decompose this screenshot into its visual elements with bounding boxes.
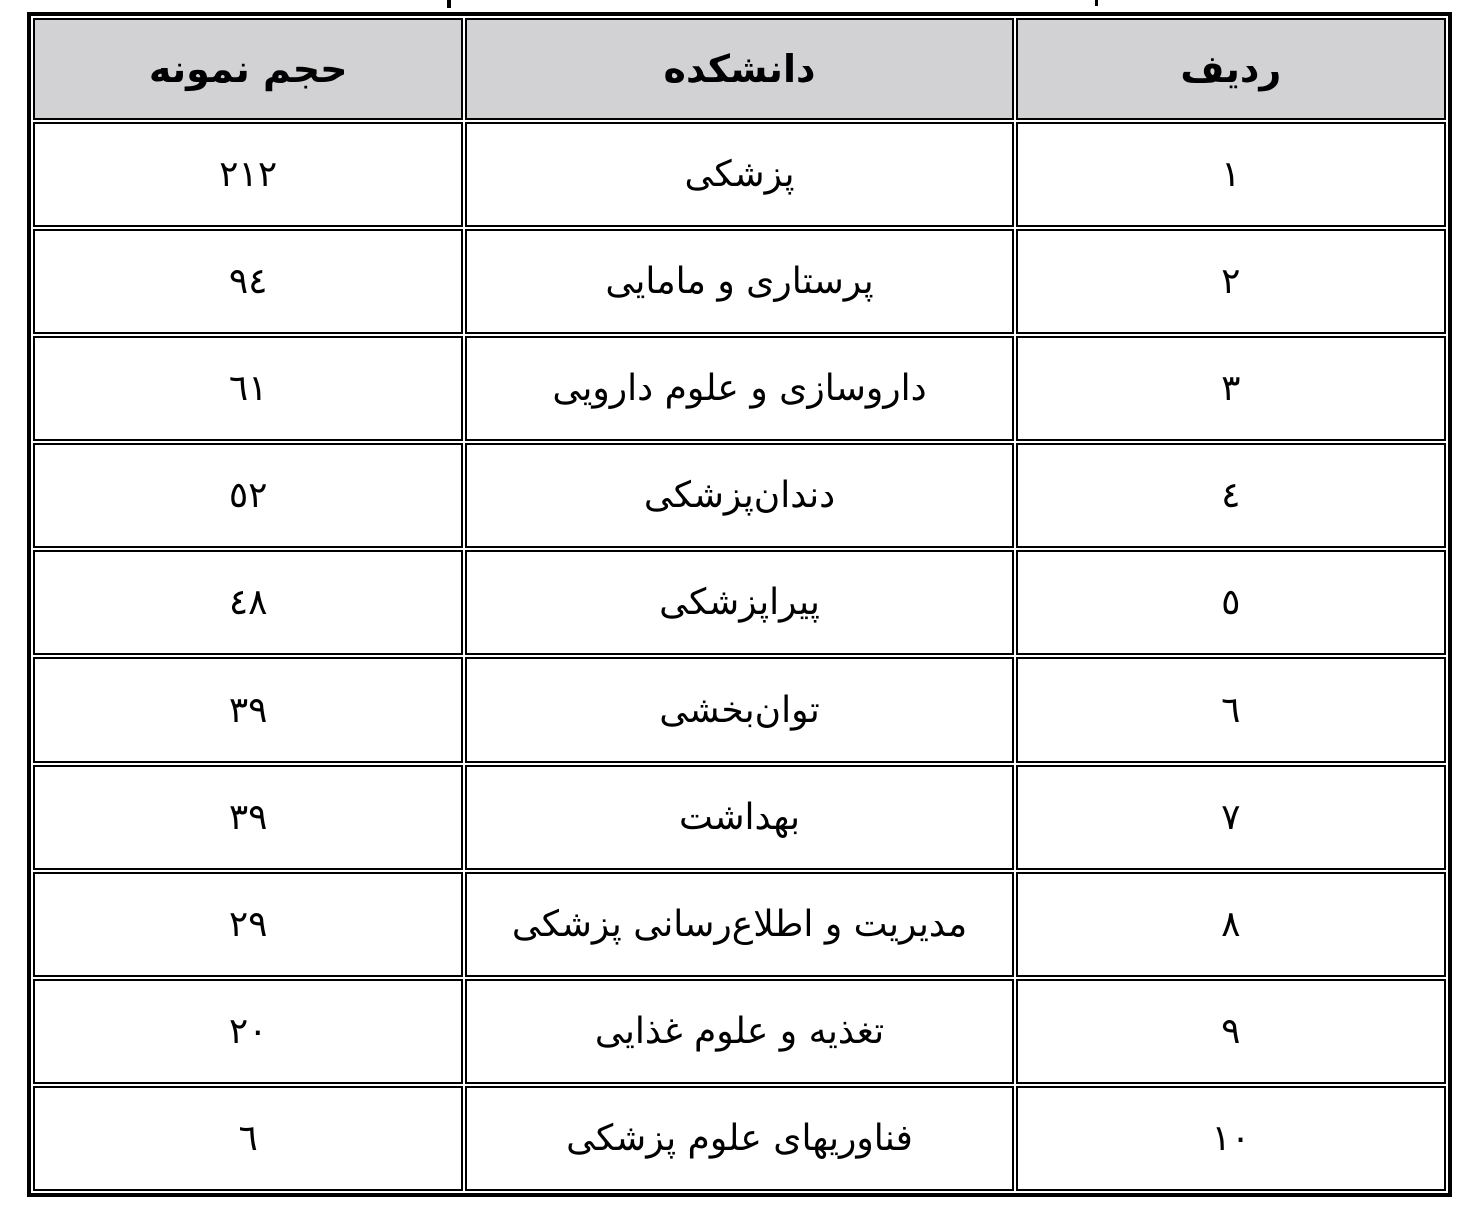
faculty-cell: توان‌بخشی (465, 657, 1014, 763)
sample-size-cell: ٦١ (33, 336, 464, 442)
sample-size-cell: ٣٩ (33, 764, 464, 870)
faculty-cell: پیراپزشکی (465, 550, 1014, 656)
faculty-cell: فناوریهای علوم پزشکی (465, 1085, 1014, 1191)
sample-size-cell: ٥٢ (33, 443, 464, 549)
table-row: ٦ توان‌بخشی ٣٩ (33, 657, 1446, 763)
sample-size-cell: ٢٠ (33, 978, 464, 1084)
row-number-cell: ١٠ (1015, 1085, 1446, 1191)
table-row: ٣ داروسازی و علوم دارویی ٦١ (33, 336, 1446, 442)
table-row: ١ پزشکی ٢١٢ (33, 122, 1446, 228)
row-number-cell: ٩ (1015, 978, 1446, 1084)
cropped-caption-remnant (447, 0, 451, 8)
col-header-sample-size: حجم نمونه (33, 18, 464, 120)
faculty-cell: بهداشت (465, 764, 1014, 870)
row-number-cell: ١ (1015, 122, 1446, 228)
col-header-row-number: ردیف (1015, 18, 1446, 120)
table-row: ٨ مدیریت و اطلاع‌رسانی پزشکی ٢٩ (33, 871, 1446, 977)
table-row: ٤ دندان‌پزشکی ٥٢ (33, 443, 1446, 549)
row-number-cell: ٤ (1015, 443, 1446, 549)
cropped-caption-remnant (1095, 0, 1098, 6)
row-number-cell: ٥ (1015, 550, 1446, 656)
row-number-cell: ٨ (1015, 871, 1446, 977)
table-header-row: ردیف دانشکده حجم نمونه (33, 18, 1446, 120)
row-number-cell: ٧ (1015, 764, 1446, 870)
sample-size-cell: ٢٩ (33, 871, 464, 977)
table-row: ٢ پرستاری و مامایی ٩٤ (33, 229, 1446, 335)
sample-size-cell: ٤٨ (33, 550, 464, 656)
row-number-cell: ٢ (1015, 229, 1446, 335)
table-row: ٥ پیراپزشکی ٤٨ (33, 550, 1446, 656)
table-row: ١٠ فناوریهای علوم پزشکی ٦ (33, 1085, 1446, 1191)
sample-size-cell: ٢١٢ (33, 122, 464, 228)
sample-size-cell: ٣٩ (33, 657, 464, 763)
table-row: ٩ تغذیه و علوم غذایی ٢٠ (33, 978, 1446, 1084)
faculty-cell: داروسازی و علوم دارویی (465, 336, 1014, 442)
table-row: ٧ بهداشت ٣٩ (33, 764, 1446, 870)
sample-size-cell: ٦ (33, 1085, 464, 1191)
row-number-cell: ٣ (1015, 336, 1446, 442)
row-number-cell: ٦ (1015, 657, 1446, 763)
faculty-cell: دندان‌پزشکی (465, 443, 1014, 549)
faculty-cell: پرستاری و مامایی (465, 229, 1014, 335)
faculty-cell: تغذیه و علوم غذایی (465, 978, 1014, 1084)
sample-size-cell: ٩٤ (33, 229, 464, 335)
faculty-cell: مدیریت و اطلاع‌رسانی پزشکی (465, 871, 1014, 977)
col-header-faculty: دانشکده (465, 18, 1014, 120)
sample-size-table: ردیف دانشکده حجم نمونه ١ پزشکی ٢١٢ ٢ پرس… (27, 12, 1452, 1197)
faculty-cell: پزشکی (465, 122, 1014, 228)
